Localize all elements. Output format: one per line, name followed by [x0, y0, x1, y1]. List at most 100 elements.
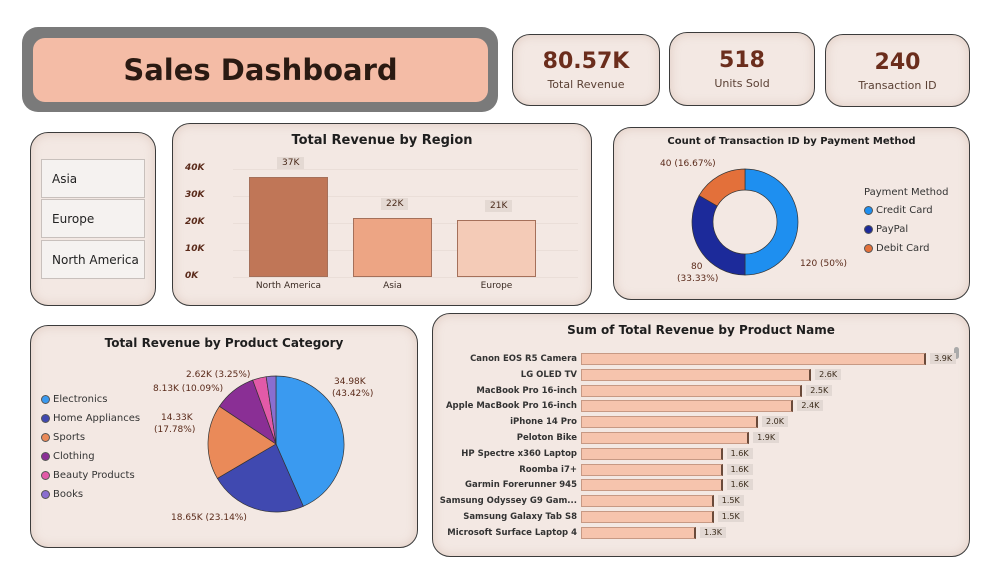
legend-paypal[interactable]: PayPal: [864, 224, 908, 235]
product-name: Microsoft Surface Laptop 4: [447, 527, 577, 538]
bar[interactable]: [581, 526, 697, 539]
kpi-value: 80.57K: [542, 49, 630, 74]
legend-item[interactable]: Home Appliances: [41, 413, 140, 424]
data-label: 1.5K: [717, 495, 744, 507]
bar[interactable]: [353, 217, 432, 277]
data-label: 1.5K: [717, 511, 744, 522]
legend-dot: [864, 225, 873, 234]
bar[interactable]: [581, 384, 803, 397]
kpi-total-revenue: 80.57K Total Revenue: [512, 34, 660, 106]
pie-slice[interactable]: [265, 375, 277, 445]
legend-dot: [864, 206, 873, 215]
data-label: 80: [691, 262, 703, 272]
table-row[interactable]: HP Spectre x360 Laptop 1.6K: [433, 447, 973, 462]
legend-item[interactable]: Sports: [41, 432, 85, 443]
page-title: Sales Dashboard: [33, 38, 488, 102]
slicer-item-north-america[interactable]: North America: [41, 240, 145, 279]
region-slicer: Asia Europe North America: [30, 132, 156, 306]
kpi-label: Transaction ID: [858, 78, 937, 92]
product-name: Samsung Odyssey G9 Gam...: [439, 496, 577, 507]
data-label: 1.3K: [700, 526, 727, 538]
legend-dot: [41, 433, 50, 442]
bar[interactable]: [581, 495, 714, 508]
pie-slice[interactable]: [207, 405, 277, 479]
legend-label: Sports: [53, 432, 86, 443]
data-label: 18.65K (23.14%): [171, 513, 247, 523]
pie-slice[interactable]: [275, 375, 345, 507]
x-tick-label: Europe: [480, 281, 513, 291]
scrollbar-thumb[interactable]: [954, 347, 959, 359]
chart-title: Total Revenue by Product Category: [104, 336, 344, 350]
product-name: Garmin Forerunner 945: [465, 480, 577, 491]
bar[interactable]: [581, 416, 758, 429]
table-row[interactable]: iPhone 14 Pro 2.0K: [433, 415, 973, 430]
bar[interactable]: [581, 447, 723, 460]
legend-label: Debit Card: [876, 243, 930, 254]
kpi-label: Total Revenue: [547, 78, 625, 91]
table-row[interactable]: Apple MacBook Pro 16-inch 2.4K: [433, 399, 973, 414]
x-tick-label: Asia: [383, 281, 402, 291]
gridline: [233, 196, 578, 197]
revenue-by-region-chart: Total Revenue by Region 0K 10K 20K 30K 40K 37…: [172, 123, 592, 306]
data-label: 37K: [277, 157, 305, 170]
payment-method-chart: Count of Transaction ID by Payment Metho…: [613, 127, 970, 300]
table-row[interactable]: Samsung Odyssey G9 Gam... 1.5K: [433, 494, 973, 509]
product-name: HP Spectre x360 Laptop: [461, 448, 577, 459]
data-label: 40 (16.67%): [660, 159, 716, 169]
pie-slice[interactable]: [216, 443, 304, 513]
bar[interactable]: [581, 463, 723, 476]
legend-label: Clothing: [53, 451, 95, 462]
table-row[interactable]: Samsung Galaxy Tab S8 1.5K: [433, 510, 973, 525]
x-tick-label: North America: [255, 281, 322, 291]
data-label: 2.6K: [815, 368, 842, 380]
legend-label: Books: [53, 489, 84, 500]
donut-slice[interactable]: [691, 195, 746, 276]
product-name: Peloton Bike: [516, 433, 577, 443]
table-row[interactable]: Canon EOS R5 Camera 3.9K: [433, 352, 973, 367]
donut-slice[interactable]: [744, 168, 799, 276]
table-row[interactable]: Garmin Forerunner 945 1.6K: [433, 478, 973, 493]
table-row[interactable]: MacBook Pro 16-inch 2.5K: [433, 384, 973, 399]
bar[interactable]: [581, 432, 750, 444]
legend-credit-card[interactable]: Credit Card: [864, 205, 933, 216]
table-row[interactable]: Roomba i7+ 1.6K: [433, 463, 973, 478]
kpi-transaction-id: 240 Transaction ID: [825, 34, 970, 107]
bar[interactable]: [581, 368, 812, 381]
data-label: 1.6K: [726, 463, 753, 475]
data-label: 2.5K: [806, 384, 833, 396]
data-label: 2.62K (3.25%): [186, 370, 251, 380]
legend-debit-card[interactable]: Debit Card: [864, 243, 929, 254]
product-name: Samsung Galaxy Tab S8: [463, 512, 577, 522]
bar[interactable]: [581, 400, 794, 413]
bar[interactable]: [457, 220, 536, 277]
data-label: 2.0K: [762, 416, 788, 428]
bar[interactable]: [581, 511, 714, 523]
data-label: (17.78%): [154, 425, 196, 435]
legend-item[interactable]: Clothing: [41, 451, 95, 462]
legend-dot: [41, 414, 50, 423]
legend-title: Payment Method: [864, 187, 949, 198]
table-row[interactable]: LG OLED TV 2.6K: [433, 368, 973, 383]
bar[interactable]: [581, 353, 927, 365]
table-row[interactable]: Microsoft Surface Laptop 4 1.3K: [433, 526, 973, 541]
legend-dot: [41, 395, 50, 404]
bar[interactable]: [581, 479, 723, 492]
slicer-item-europe[interactable]: Europe: [41, 199, 145, 238]
kpi-units-sold: 518 Units Sold: [669, 32, 815, 106]
product-name: Apple MacBook Pro 16-inch: [445, 401, 577, 412]
y-tick-label: 40K: [185, 163, 205, 173]
legend-item[interactable]: Electronics: [41, 394, 108, 405]
table-row[interactable]: Peloton Bike 1.9K: [433, 431, 973, 446]
chart-title: Total Revenue by Region: [291, 133, 473, 148]
data-label: 22K: [381, 197, 409, 210]
bar[interactable]: [249, 177, 328, 277]
donut-slice[interactable]: [698, 168, 746, 207]
legend-dot: [864, 244, 873, 253]
legend-label: Home Appliances: [53, 413, 141, 424]
revenue-by-category-chart: Total Revenue by Product Category 34.98K…: [30, 325, 418, 548]
data-label: 1.6K: [726, 479, 753, 491]
slicer-item-asia[interactable]: Asia: [41, 159, 145, 198]
legend-item[interactable]: Beauty Products: [41, 470, 135, 481]
legend-item[interactable]: Books: [41, 489, 83, 500]
kpi-value: 518: [719, 48, 765, 73]
